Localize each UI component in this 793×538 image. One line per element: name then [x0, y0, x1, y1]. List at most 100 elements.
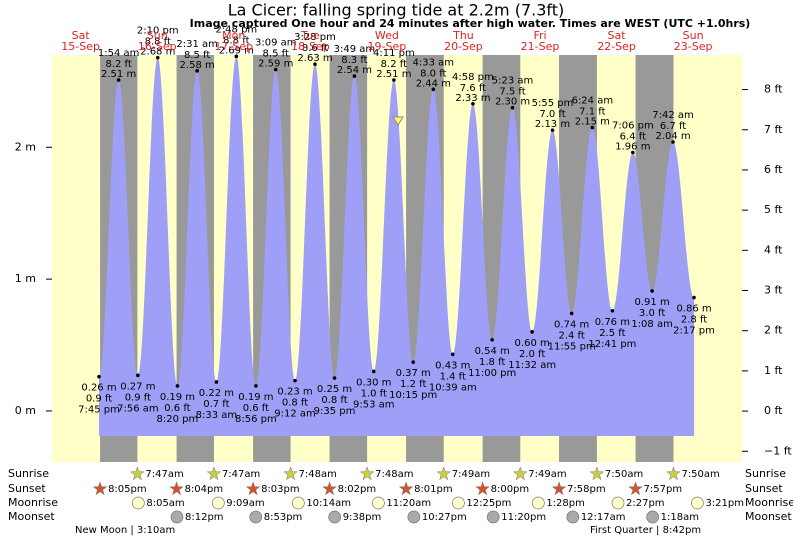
day-date: 15-Sep: [61, 40, 100, 53]
tide-feet: 0.8 ft: [282, 398, 308, 409]
tide-feet: 0.9 ft: [86, 394, 112, 405]
astro-time: 12:17am: [581, 512, 626, 523]
tide-feet: 8.0 ft: [420, 68, 446, 79]
astro-time: 1:18am: [661, 512, 699, 523]
astro-row-label: Sunset: [8, 482, 46, 495]
astro-time: 8:53pm: [264, 512, 303, 523]
tide-point: [195, 69, 199, 73]
day-name: Sun: [147, 29, 168, 42]
tide-point: [392, 78, 396, 82]
sunrise-icon: [589, 466, 605, 481]
tide-time: 11:00 pm: [468, 368, 516, 379]
tide-time: 10:39 am: [429, 382, 477, 393]
astro-time: 10:14am: [306, 498, 351, 509]
moonrise-icon: [211, 496, 225, 510]
tide-feet: 2.8 ft: [681, 315, 707, 326]
astro-time: 10:27pm: [422, 512, 467, 523]
tide-point: [510, 105, 515, 110]
tide-point: [214, 380, 219, 384]
tide-height: 0.37 m: [396, 368, 431, 379]
tide-point: [116, 78, 121, 82]
tide-time: 2:10 pm: [137, 26, 179, 37]
tide-height: 0.26 m: [81, 383, 116, 394]
sunrise-icon: [206, 466, 222, 481]
tide-point: [293, 378, 297, 383]
moonset-icon: [486, 510, 500, 524]
moonrise-icon: [691, 496, 704, 510]
tide-point: [332, 376, 337, 380]
y2-tick-label: 7 ft: [764, 123, 783, 136]
moonset-icon: [170, 510, 184, 524]
astro-row-label: Sunrise: [745, 467, 786, 480]
tide-feet: 8.2 ft: [381, 59, 407, 70]
y2-tick-label: 5 ft: [764, 203, 783, 216]
tide-height: 2.69 m: [219, 45, 254, 56]
y2-tick-label: 6 ft: [764, 163, 783, 176]
tide-feet: 7.6 ft: [460, 83, 486, 94]
tide-time: 2:17 pm: [673, 326, 715, 337]
tide-height: 2.54 m: [337, 65, 372, 76]
tide-height: 0.86 m: [676, 304, 711, 315]
tide-point: [650, 289, 654, 293]
astro-time: 7:47am: [145, 469, 183, 480]
sunrise-icon: [283, 466, 298, 481]
sunset-icon: [475, 481, 491, 496]
astro-time: 8:02pm: [338, 484, 377, 495]
day-date: 21-Sep: [521, 40, 560, 53]
day-date: 23-Sep: [674, 40, 713, 53]
astro-time: 8:12pm: [185, 512, 224, 523]
tide-feet: 6.7 ft: [660, 121, 686, 132]
moonrise-icon: [611, 496, 625, 510]
tide-time: 1:08 am: [631, 319, 673, 330]
tide-feet: 0.8 ft: [321, 395, 347, 406]
y2-tick-label: 3 ft: [764, 284, 783, 297]
tide-feet: 8.3 ft: [341, 55, 367, 66]
tide-point: [273, 67, 278, 72]
day-date: 20-Sep: [444, 40, 483, 53]
day-name: Sun: [683, 29, 704, 42]
day-name: Wed: [375, 29, 399, 42]
tide-point: [450, 352, 455, 357]
astro-time: 8:05pm: [108, 484, 147, 495]
chart-title: La Cicer: falling spring tide at 2.2m (7…: [228, 1, 565, 20]
sunset-icon: [628, 481, 643, 496]
tide-feet: 0.7 ft: [203, 399, 229, 410]
day-date: 17-Sep: [214, 40, 253, 53]
moonset-icon: [407, 510, 421, 524]
tide-height: 2.13 m: [535, 119, 570, 130]
tide-height: 0.19 m: [160, 392, 195, 403]
tide-point: [97, 374, 101, 379]
astro-time: 8:03pm: [261, 484, 300, 495]
tide-point: [431, 87, 436, 92]
day-name: Sat: [72, 29, 91, 42]
tide-height: 0.27 m: [120, 381, 155, 392]
tide-height: 2.33 m: [455, 93, 490, 104]
tide-point: [313, 62, 317, 67]
tide-feet: 8.2 ft: [105, 59, 131, 70]
tide-height: 2.63 m: [297, 53, 332, 64]
sunset-icon: [551, 481, 567, 496]
tide-area: [99, 56, 695, 437]
astro-time: 7:49am: [528, 469, 566, 480]
tide-point: [136, 373, 140, 378]
tide-height: 2.51 m: [101, 69, 136, 80]
astro-time: 7:50am: [681, 469, 719, 480]
moonrise-icon: [531, 496, 545, 510]
tide-point: [155, 55, 160, 60]
sunset-icon: [245, 481, 261, 496]
tide-feet: 0.6 ft: [164, 403, 190, 414]
tide-height: 0.30 m: [356, 377, 391, 388]
tide-time: 3:49 am: [334, 44, 376, 55]
tide-feet: 8.5 ft: [184, 50, 210, 61]
astro-row-label: Moonrise: [8, 496, 58, 509]
tide-time: 9:53 am: [353, 399, 395, 410]
astro-time: 8:04pm: [185, 484, 224, 495]
day-name: Fri: [533, 29, 546, 42]
y2-tick-label: 8 ft: [764, 83, 783, 96]
tide-feet: 8.8 ft: [145, 37, 171, 48]
tide-height: 0.25 m: [317, 384, 352, 395]
astro-time: 7:48am: [299, 469, 337, 480]
tide-height: 0.54 m: [475, 346, 510, 357]
moonset-icon: [646, 510, 659, 524]
astro-time: 1:28pm: [546, 498, 585, 509]
